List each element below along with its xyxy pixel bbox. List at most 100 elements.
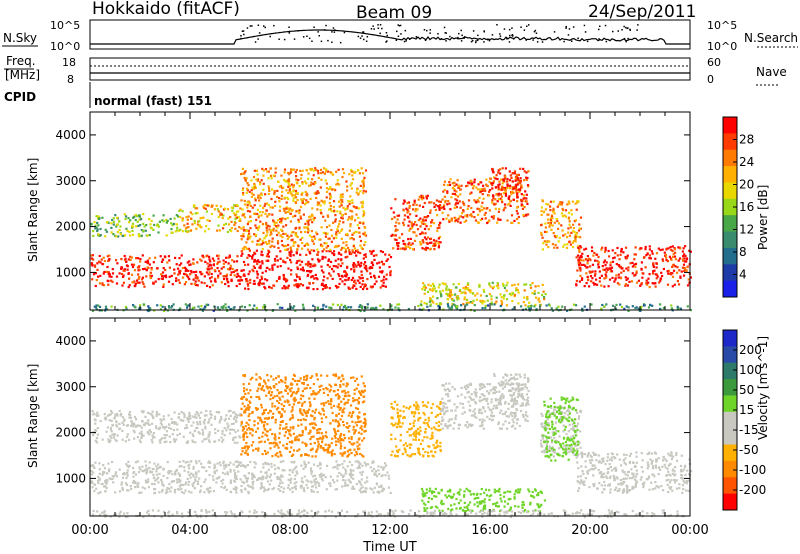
power-cell — [138, 214, 141, 217]
power-cell — [364, 261, 367, 264]
power-cell — [363, 243, 366, 247]
power-cell — [257, 196, 260, 199]
power-cell — [372, 254, 376, 257]
power-cell — [298, 259, 301, 262]
power-cell — [349, 237, 352, 240]
power-cell — [103, 259, 106, 263]
power-cell — [200, 281, 203, 284]
velocity-cell — [329, 484, 332, 488]
power-cell — [251, 257, 254, 260]
power-cell — [362, 182, 365, 185]
power-cell — [269, 167, 272, 170]
velocity-cell — [578, 415, 581, 418]
power-cell — [517, 283, 520, 286]
velocity-cell — [223, 464, 226, 467]
power-cell — [620, 306, 624, 309]
power-cell — [522, 167, 525, 170]
power-cell — [431, 300, 434, 303]
power-cell — [308, 250, 311, 253]
power-cell — [269, 231, 272, 234]
velocity-cell — [195, 472, 198, 475]
power-cell — [422, 218, 425, 221]
velocity-cell — [344, 470, 348, 473]
power-cell — [103, 270, 106, 274]
power-cell — [491, 201, 494, 204]
power-cell — [645, 282, 648, 285]
nsearch-point — [443, 26, 446, 29]
power-cell — [535, 296, 538, 299]
velocity-cell — [521, 397, 524, 400]
power-cell — [125, 264, 129, 267]
velocity-cell — [234, 471, 237, 474]
power-cell — [282, 207, 285, 210]
power-cell — [438, 226, 441, 229]
velocity-cell — [349, 474, 353, 477]
power-cell — [450, 218, 453, 221]
power-cell — [97, 215, 100, 218]
power-cell — [356, 224, 359, 227]
power-cell — [282, 245, 286, 248]
power-cell — [357, 279, 360, 282]
power-cell — [305, 199, 308, 202]
velocity-cell — [276, 477, 279, 480]
power-cell — [604, 246, 607, 249]
power-cell — [222, 262, 225, 265]
power-cell — [471, 292, 474, 295]
power-cell — [115, 275, 119, 278]
velocity-cell — [502, 395, 505, 398]
power-cell — [237, 210, 240, 213]
power-cell — [152, 228, 155, 231]
velocity-cell — [499, 398, 502, 401]
velocity-cell — [390, 454, 393, 457]
power-cell — [230, 206, 234, 209]
velocity-cell — [444, 402, 447, 405]
velocity-cell — [357, 480, 361, 483]
nsky-tick-top: 10^5 — [50, 19, 80, 32]
velocity-cell — [203, 466, 206, 469]
power-cell — [488, 190, 491, 193]
nsearch-point — [288, 32, 291, 34]
power-cell — [253, 279, 256, 283]
power-cell — [253, 204, 256, 207]
power-cell — [340, 216, 343, 219]
power-cell — [150, 227, 153, 230]
power-cell — [280, 194, 283, 197]
power-cell — [577, 261, 580, 264]
nsearch-point — [536, 41, 539, 43]
velocity-cell — [421, 401, 424, 404]
velocity-cell — [295, 465, 298, 468]
velocity-cell — [552, 455, 555, 458]
nsearch-point — [598, 38, 600, 40]
power-cell — [195, 227, 198, 230]
nsearch-point — [251, 25, 253, 27]
power-cell — [329, 186, 332, 189]
power-cell — [124, 217, 127, 221]
power-cell — [401, 233, 404, 236]
velocity-cell — [432, 455, 435, 458]
velocity-cell — [525, 393, 528, 396]
power-cell — [348, 173, 351, 176]
velocity-cell — [111, 475, 114, 478]
power-cell — [265, 242, 268, 246]
power-cell — [589, 265, 592, 268]
power-cell — [262, 188, 265, 191]
velocity-cell — [417, 408, 420, 411]
power-cell — [143, 285, 146, 288]
power-cell — [325, 170, 328, 173]
power-cell — [136, 266, 140, 269]
power-cell — [369, 265, 372, 269]
power-cell — [354, 170, 357, 173]
power-cell — [525, 178, 528, 181]
power-cell — [672, 255, 675, 258]
power-cell — [361, 279, 365, 282]
power-cell — [559, 200, 562, 204]
power-cell — [504, 167, 507, 170]
power-cell — [557, 227, 560, 230]
power-cell — [498, 207, 501, 211]
power-cell — [334, 259, 337, 262]
power-cell — [370, 286, 373, 289]
power-cell — [331, 173, 335, 176]
power-cell — [307, 229, 310, 232]
power-cell — [220, 306, 223, 309]
